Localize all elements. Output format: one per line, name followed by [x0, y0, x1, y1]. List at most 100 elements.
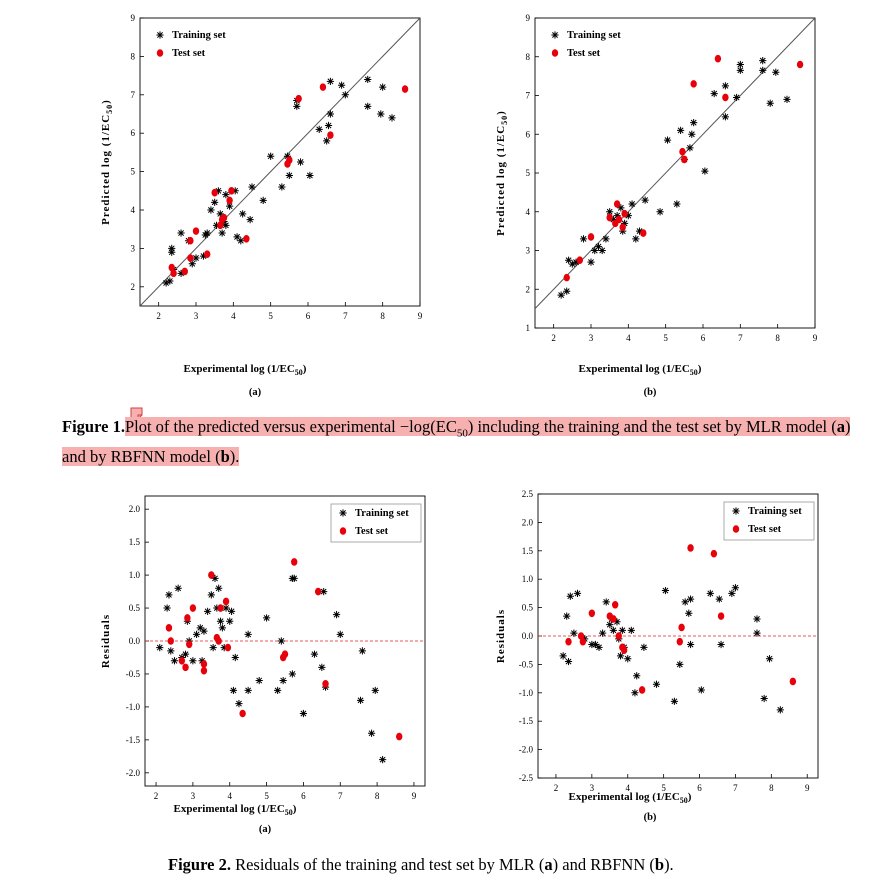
a2-training-point [226, 617, 234, 625]
a2-training-point [274, 686, 282, 695]
b2-xtick-label: 5 [661, 783, 666, 793]
a2-training-point [196, 624, 204, 632]
a2-training-point [336, 630, 344, 639]
b1-ytick-label: 7 [526, 91, 531, 101]
a1-training-point [323, 137, 331, 145]
a1-training-point [168, 248, 176, 256]
b2-test-point [789, 677, 797, 686]
b2-training-point [564, 657, 573, 666]
b2-xtick-label: 9 [805, 783, 810, 793]
b1-test-point [606, 213, 613, 222]
b2-training-point [728, 589, 736, 597]
figure2-caption: Figure 2. Residuals of the training and … [168, 853, 674, 877]
figure2-caption-text: Residuals of the training and test set b… [230, 855, 545, 874]
a1-x-axis-label-end: ) [303, 363, 307, 375]
a2-legend-label: Test set [355, 526, 389, 537]
a1-ytick-label: 3 [131, 243, 136, 253]
a1-panel-label: (a) [249, 387, 262, 398]
b2-y-axis-label: Residuals [495, 609, 507, 663]
a2-training-point [371, 686, 379, 695]
b2-training-point [670, 697, 679, 705]
figure1-caption-label: Figure 1. [62, 417, 125, 436]
b1-test-point [722, 93, 729, 102]
a2-ytick-label: 1.5 [129, 537, 141, 547]
a1-diagonal-line [140, 18, 420, 306]
b1-test-point [615, 215, 623, 224]
b2-x-axis-label-sub: 50 [680, 796, 688, 805]
a1-training-point [283, 152, 292, 160]
a2-training-point [174, 584, 182, 592]
b2-ytick-label: -1.5 [519, 716, 534, 726]
a1-training-point [248, 183, 256, 191]
b2-ytick-label: -2.5 [519, 773, 534, 783]
a1-training-point [207, 206, 215, 214]
b2-ytick-label: 2.5 [522, 489, 534, 499]
a2-training-point [227, 607, 236, 615]
a1-plot-area [140, 18, 420, 306]
b1-training-point [710, 89, 718, 98]
b1-training-point [656, 208, 664, 216]
a1-training-point [338, 81, 346, 89]
b2-training-point [753, 629, 761, 637]
b2-training-point [563, 612, 571, 620]
a2-legend: Training set Test set [330, 503, 422, 543]
a1-xtick-label: 9 [418, 311, 423, 321]
b1-ytick-label: 8 [526, 52, 531, 62]
b2-training-point [765, 655, 774, 663]
figure1-caption-b: b [220, 447, 230, 467]
b2-ytick-label: 0.0 [522, 631, 534, 641]
b1-x-axis-label-text: Experimental log (1/EC [579, 363, 690, 375]
b2-xtick-label: 3 [590, 783, 595, 793]
a1-training-point [203, 229, 211, 237]
a1-training-point [168, 244, 176, 252]
a2-xtick-label: 2 [154, 791, 159, 801]
a1-training-point [166, 277, 174, 285]
b2-legend-label: Training set [748, 506, 802, 517]
a2-training-point [299, 709, 308, 718]
a1-training-point [177, 229, 185, 237]
a2-test-point [189, 604, 197, 612]
b2-training-point [686, 595, 695, 603]
b2-test-point [611, 600, 619, 609]
b1-training-point [721, 113, 729, 121]
a2-legend-test-marker [339, 527, 347, 535]
a2-training-point [367, 729, 376, 737]
b2-xtick-label: 6 [697, 783, 702, 793]
a1-test-point [327, 131, 334, 139]
a2-xtick-label: 7 [338, 791, 343, 801]
b1-training-point [690, 119, 698, 127]
a2-ytick-label: -1.5 [126, 735, 141, 745]
b1-training-point [613, 212, 621, 220]
b1-training-point [677, 126, 685, 134]
a1-ytick-label: 2 [131, 282, 136, 292]
a2-xtick-label: 8 [375, 791, 380, 801]
b2-training-point [776, 706, 784, 714]
b2-xtick-label: 7 [733, 783, 738, 793]
b2-ytick-label: 1.0 [522, 574, 534, 584]
a2-legend-box [330, 503, 422, 543]
b1-training-point [624, 212, 632, 220]
a1-series-training [162, 75, 396, 287]
a1-legend-training-marker [156, 31, 164, 39]
figure2-caption-a: a [544, 855, 553, 874]
b1-xtick-label: 4 [626, 333, 631, 343]
a2-panel-label: (a) [259, 824, 272, 835]
a2-training-point [211, 574, 219, 582]
a1-test-point [170, 269, 177, 278]
a1-test-point [187, 236, 194, 245]
b2-x-axis-label: Experimental log (1/EC50) [569, 791, 692, 805]
a1-training-point [218, 229, 226, 237]
b2-training-point [760, 694, 768, 703]
a2-training-point [204, 607, 212, 615]
figure1-panel-a: 2 3 4 5 6 7 8 9 2 3 4 5 6 7 8 9 Training set Test set Expe… [95, 0, 435, 405]
b2-training-point [595, 643, 603, 651]
b2-legend-box [723, 501, 815, 541]
a1-training-point [259, 196, 267, 204]
b1-test-point [681, 155, 688, 164]
a2-training-point [222, 604, 230, 612]
a1-ytick-label: 7 [131, 90, 136, 100]
b1-test-point [796, 60, 804, 69]
b2-training-point [706, 589, 714, 597]
a2-test-point [281, 650, 289, 658]
figure2-caption-end: ). [664, 855, 674, 874]
